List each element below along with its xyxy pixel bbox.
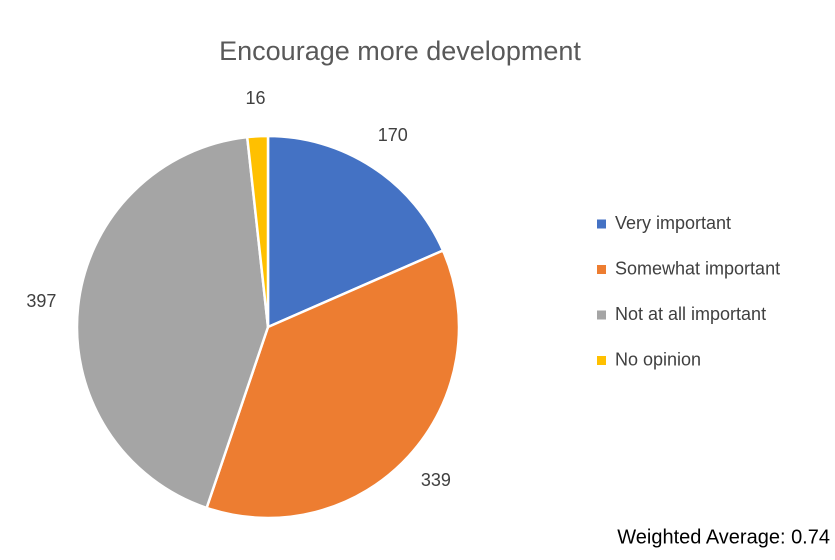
pie-slice — [75, 135, 270, 510]
chart-title: Encourage more development — [219, 36, 581, 66]
legend-label: Somewhat important — [615, 258, 780, 278]
pie-slice — [266, 134, 445, 329]
legend-swatch — [597, 310, 606, 320]
data-label: 339 — [421, 470, 451, 490]
legend-label: Very important — [615, 213, 731, 233]
data-label: 16 — [246, 88, 266, 108]
pie-slice — [245, 134, 270, 328]
data-label: 397 — [26, 291, 56, 311]
annotation: Weighted Average: 0.74 — [617, 526, 830, 548]
legend-swatch — [597, 265, 606, 274]
legend-swatch — [597, 219, 606, 229]
pie-slice — [205, 248, 461, 520]
legend-swatch — [597, 356, 606, 365]
legend-label: Not at all important — [615, 304, 766, 324]
legend-label: No opinion — [615, 349, 701, 369]
data-label: 170 — [378, 125, 408, 145]
